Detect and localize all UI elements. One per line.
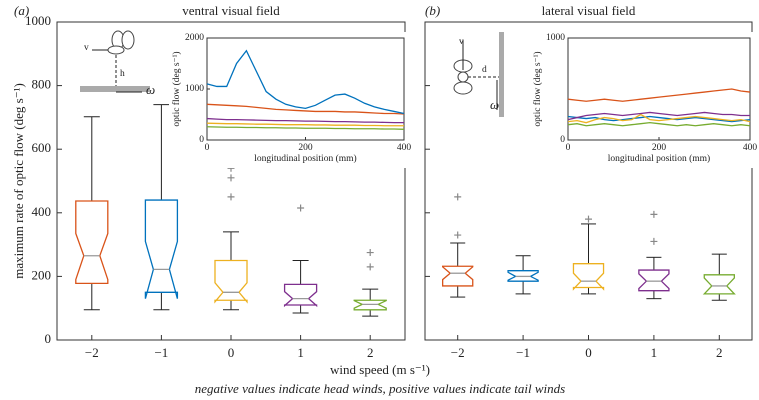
y-tick-label: 1000: [546, 33, 565, 43]
inset-y-label: optic flow (deg s⁻¹): [171, 51, 182, 126]
notched-box: [214, 259, 248, 304]
notched-box: [75, 200, 109, 285]
wing: [121, 30, 135, 50]
x-tick-label: −1: [516, 345, 530, 360]
y-tick-label: 600: [32, 140, 52, 155]
y-tick-label: 1000: [185, 84, 204, 94]
wing: [453, 81, 473, 95]
inset-bg: [530, 32, 756, 168]
notched-box: [638, 269, 670, 292]
outlier: [650, 210, 658, 218]
line-series: [206, 49, 405, 115]
line-series: [567, 88, 751, 102]
inset-y-label: optic flow (deg s⁻¹): [532, 51, 543, 126]
x-axis-label: wind speed (m s⁻¹): [330, 362, 430, 377]
notched-box: [144, 199, 179, 299]
x-tick-label: 200: [298, 143, 313, 153]
line-series: [206, 117, 404, 124]
wall: [499, 32, 504, 117]
notched-box: [353, 299, 387, 311]
x-tick-label: 2: [367, 345, 374, 360]
x-tick-label: −1: [154, 345, 168, 360]
icon-label: v: [84, 43, 89, 53]
notched-box: [702, 274, 736, 295]
x-tick-label: 200: [652, 143, 667, 153]
outlier: [650, 237, 658, 245]
panel-title: ventral visual field: [182, 3, 280, 18]
y-tick-label: 800: [32, 77, 52, 92]
icon-label: ω: [146, 82, 155, 97]
line-series: [206, 126, 405, 130]
y-tick-label: 0: [560, 135, 565, 145]
line-series: [567, 113, 751, 124]
body: [107, 45, 125, 55]
y-tick-label: 400: [32, 204, 52, 219]
outlier: [227, 174, 235, 182]
line-series: [206, 122, 404, 127]
ground: [80, 86, 150, 92]
inset-x-label: longitudinal position (mm): [608, 153, 710, 164]
x-tick-label: 2: [716, 345, 723, 360]
y-tick-label: 0: [199, 135, 204, 145]
x-tick-label: −2: [85, 345, 99, 360]
line-series: [567, 115, 751, 123]
panel-title: lateral visual field: [542, 3, 636, 18]
body: [457, 71, 469, 83]
x-tick-label: 1: [651, 345, 658, 360]
notched-box: [572, 263, 605, 291]
outlier: [454, 193, 462, 201]
notched-box: [283, 283, 318, 308]
caption: negative values indicate head winds, pos…: [195, 381, 565, 396]
x-tick-label: −2: [451, 345, 465, 360]
fly-icon: [453, 32, 504, 117]
y-axis-label: maximum rate of optic flow (deg s⁻¹): [11, 83, 26, 279]
x-tick-label: 400: [743, 143, 758, 153]
y-tick-label: 200: [32, 267, 52, 282]
x-tick-label: 0: [566, 143, 571, 153]
outlier: [366, 263, 374, 271]
icon-label: h: [120, 69, 125, 79]
inset-x-label: longitudinal position (mm): [254, 153, 356, 164]
panel-label: (a): [14, 3, 29, 18]
panel-label: (b): [425, 3, 440, 18]
icon-label: d: [482, 65, 487, 75]
line-series: [206, 103, 405, 115]
notched-box: [442, 265, 474, 287]
outlier: [454, 231, 462, 239]
notched-box: [507, 270, 539, 282]
y-tick-label: 1000: [25, 13, 51, 28]
icon-label: v: [459, 37, 464, 47]
y-tick-label: 0: [45, 331, 52, 346]
outlier: [297, 204, 305, 212]
line-series: [567, 111, 750, 121]
x-tick-label: 400: [397, 143, 412, 153]
icon-label: ω: [490, 97, 499, 112]
outlier: [227, 193, 235, 201]
y-tick-label: 2000: [185, 33, 204, 43]
fly-icon: [80, 30, 150, 93]
outlier: [366, 249, 374, 257]
x-tick-label: 0: [585, 345, 592, 360]
outlier: [585, 215, 592, 223]
line-series: [567, 122, 751, 127]
inset-bg: [169, 32, 410, 168]
x-tick-label: 0: [228, 345, 235, 360]
x-tick-label: 0: [205, 143, 210, 153]
x-tick-label: 1: [297, 345, 304, 360]
